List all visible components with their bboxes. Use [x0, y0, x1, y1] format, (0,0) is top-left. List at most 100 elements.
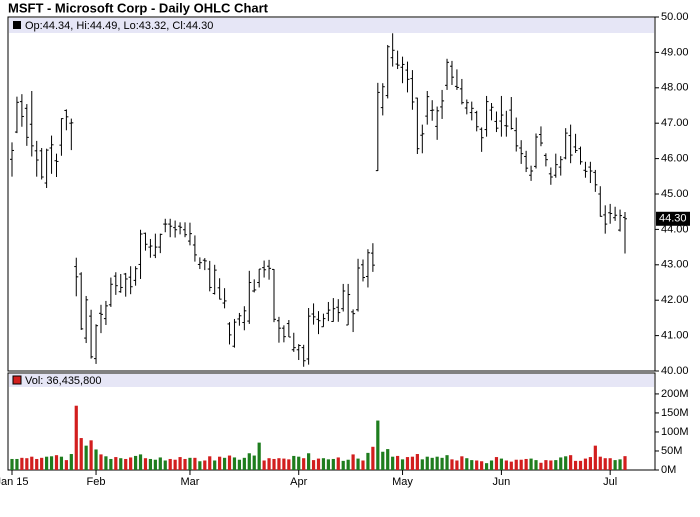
volume-bar — [346, 459, 350, 470]
volume-bar — [114, 457, 118, 470]
volume-bar — [297, 456, 301, 470]
volume-bar — [129, 457, 133, 470]
x-tick-label: Jun — [493, 476, 511, 488]
volume-bar — [376, 420, 380, 470]
volume-bar — [178, 457, 182, 470]
volume-bar — [15, 458, 19, 470]
volume-bar — [583, 458, 588, 470]
volume-bar — [484, 463, 489, 470]
volume-bar — [242, 457, 246, 470]
x-tick-label: Jan 15 — [0, 476, 29, 488]
volume-bar — [262, 460, 266, 470]
volume-bar — [336, 457, 340, 470]
volume-bar — [287, 459, 291, 470]
volume-bar — [89, 440, 93, 470]
y-tick-label: 43.00 — [661, 259, 689, 271]
volume-bar — [302, 458, 306, 470]
y-tick-label: 200M — [661, 388, 689, 400]
y-tick-label: 44.00 — [661, 223, 689, 235]
volume-bar — [430, 457, 434, 470]
volume-panel — [7, 372, 656, 471]
volume-bar — [435, 456, 439, 470]
volume-bar — [148, 458, 153, 470]
volume-bar — [218, 456, 222, 470]
volume-bar — [74, 405, 78, 470]
volume-bar — [623, 456, 627, 470]
volume-bar — [460, 456, 464, 470]
volume-bar — [554, 460, 558, 470]
volume-bar — [198, 461, 202, 470]
volume-bar — [371, 446, 375, 470]
volume-bar — [504, 460, 508, 470]
volume-bar — [341, 460, 345, 470]
volume-bar — [470, 460, 474, 470]
volume-bar — [282, 458, 286, 470]
volume-bar — [30, 456, 34, 470]
volume-bar — [193, 457, 197, 470]
y-tick-label: 46.00 — [661, 153, 689, 165]
volume-legend: Vol: 36,435,800 — [25, 375, 101, 387]
volume-bar — [410, 456, 415, 470]
volume-bar — [307, 453, 311, 470]
y-tick-label: 40.00 — [661, 365, 689, 377]
volume-bar — [588, 457, 592, 470]
volume-bar — [445, 455, 449, 470]
volume-bar — [267, 458, 271, 470]
volume-bar — [391, 456, 395, 470]
volume-bar — [534, 460, 538, 470]
volume-bar — [415, 454, 419, 470]
volume-bar — [593, 445, 597, 470]
volume-bar — [54, 455, 59, 470]
volume-bar — [232, 457, 237, 470]
volume-bar — [109, 458, 113, 470]
volume-bar — [529, 458, 533, 470]
volume-bar — [400, 459, 405, 470]
volume-bar — [499, 458, 504, 470]
volume-bar — [69, 454, 73, 470]
x-tick-label: Feb — [87, 476, 106, 488]
price-panel — [7, 16, 656, 372]
volume-bar — [45, 456, 49, 470]
volume-bar — [311, 460, 316, 470]
volume-bar — [608, 458, 612, 470]
volume-header — [9, 374, 654, 387]
last-price-label: 44.30 — [659, 213, 687, 225]
volume-bar — [133, 455, 138, 470]
x-tick-label: Mar — [180, 476, 199, 488]
volume-bar — [356, 458, 360, 470]
y-tick-label: 45.00 — [661, 188, 689, 200]
volume-bar — [143, 458, 148, 470]
volume-bar — [544, 460, 548, 470]
volume-bar — [138, 454, 143, 470]
volume-bar — [420, 459, 424, 470]
volume-bar — [316, 458, 321, 470]
legend-marker — [13, 21, 21, 29]
volume-bar — [227, 455, 232, 470]
volume-bar — [237, 459, 242, 470]
volume-bar — [455, 460, 459, 470]
y-tick-label: 49.00 — [661, 46, 689, 58]
volume-bar — [386, 449, 390, 470]
volume-bar — [272, 458, 276, 470]
x-tick-label: Jul — [603, 476, 617, 488]
volume-bar — [539, 462, 543, 470]
volume-bar — [573, 460, 578, 470]
price-legend: Op:44.34, Hi:44.49, Lo:43.32, Cl:44.30 — [25, 20, 213, 32]
y-tick-label: 48.00 — [661, 82, 689, 94]
volume-bar — [20, 457, 24, 470]
volume-bar — [564, 456, 568, 470]
volume-bar — [222, 457, 227, 470]
volume-bar — [49, 456, 54, 470]
volume-bar — [509, 461, 513, 470]
y-tick-label: 41.00 — [661, 330, 689, 342]
volume-bar — [549, 460, 553, 470]
volume-bar — [613, 460, 617, 470]
volume-bar — [559, 457, 563, 470]
volume-bar — [25, 458, 29, 470]
volume-bar — [163, 460, 167, 470]
volume-bar — [79, 438, 83, 470]
volume-bar — [158, 457, 162, 470]
volume-bar — [94, 449, 98, 470]
